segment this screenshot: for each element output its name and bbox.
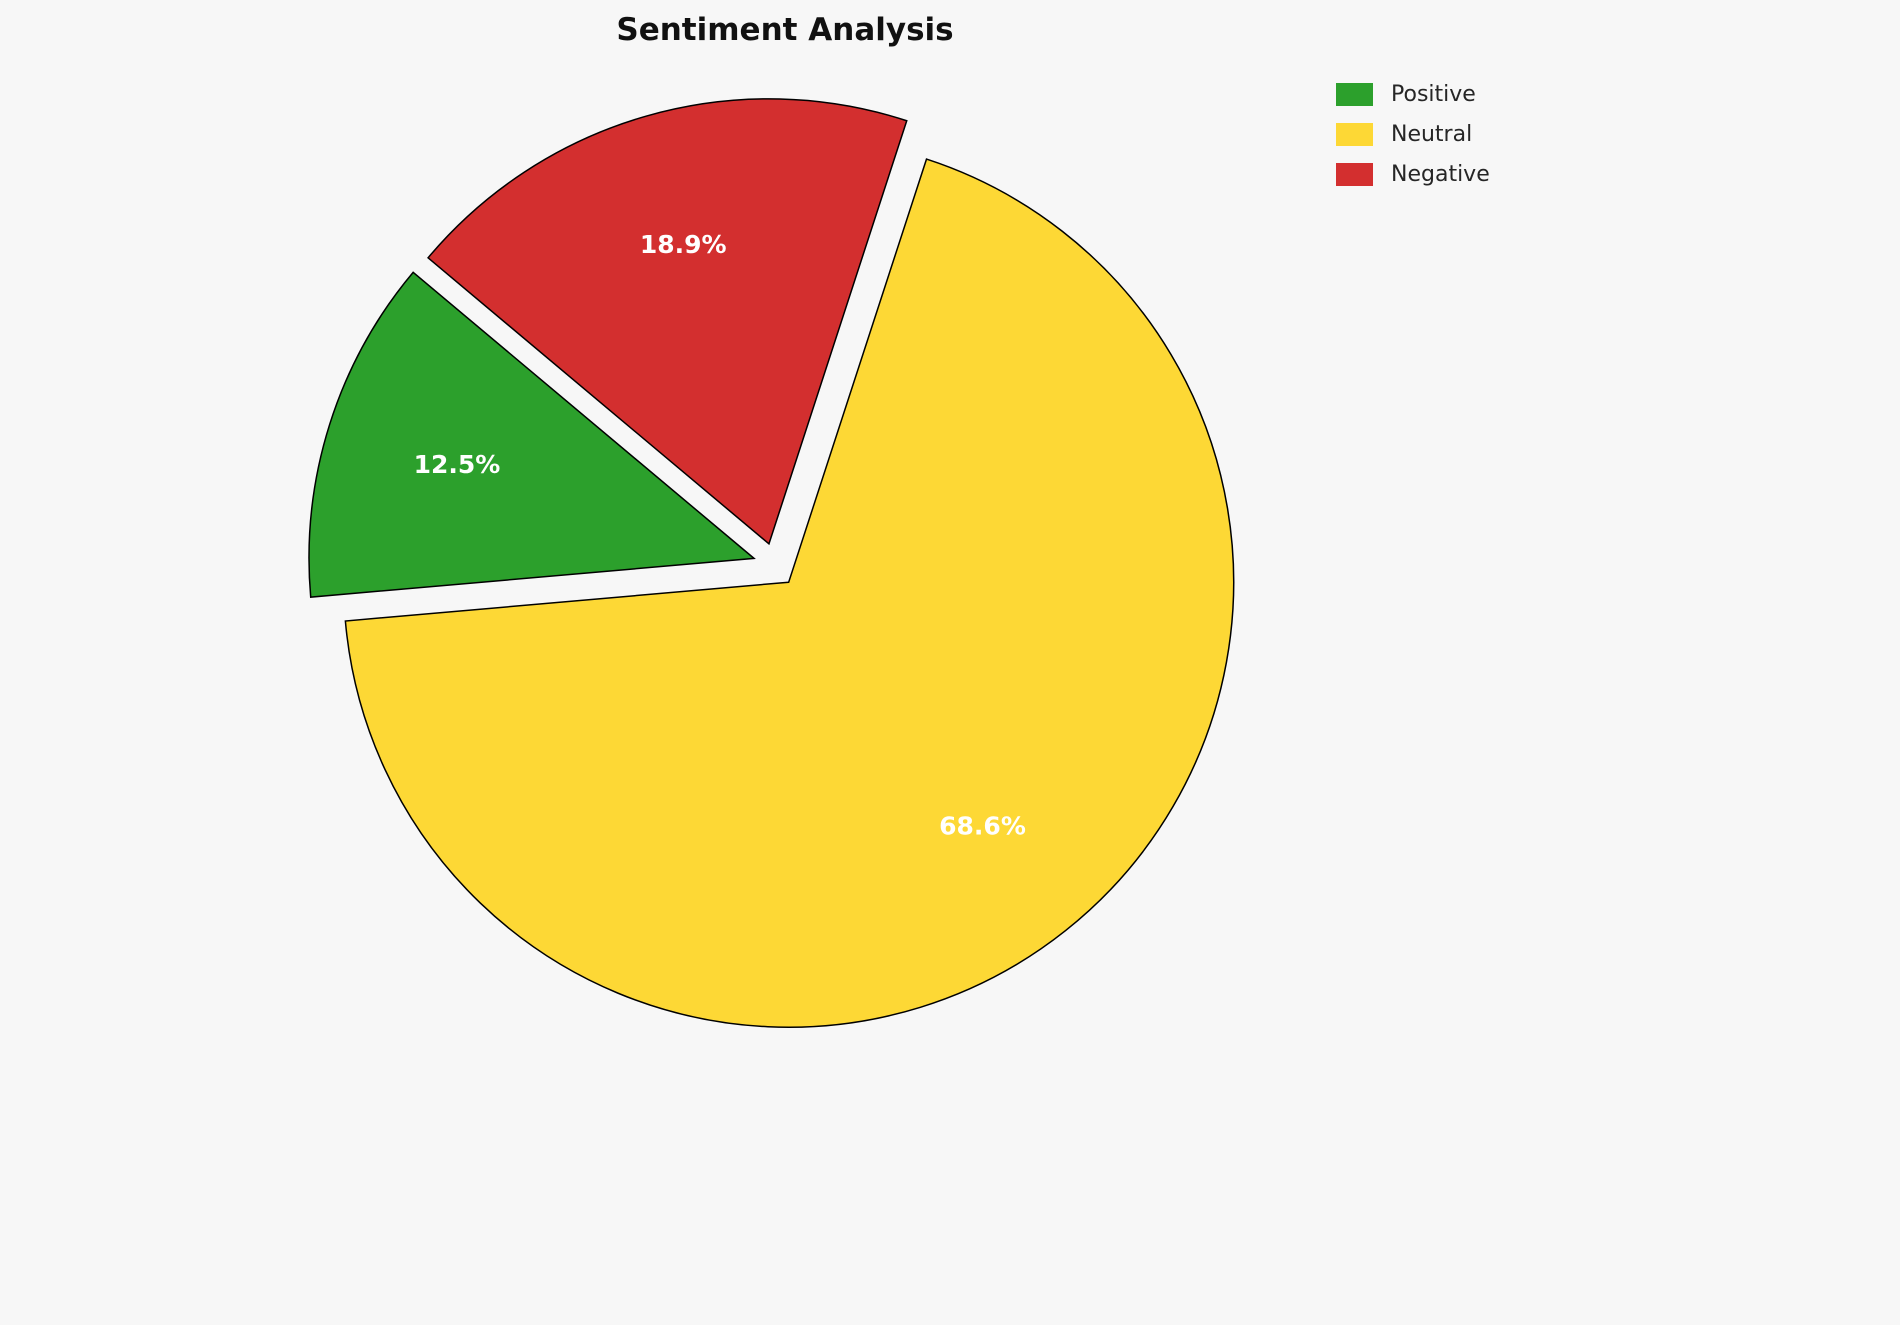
legend-swatch-negative bbox=[1336, 163, 1373, 186]
slice-label-positive: 12.5% bbox=[414, 450, 501, 479]
pie-slice-negative bbox=[426, 98, 908, 546]
legend: Positive Neutral Negative bbox=[1336, 82, 1490, 187]
slice-label-negative: 18.9% bbox=[640, 230, 727, 259]
chart-title: Sentiment Analysis bbox=[616, 12, 954, 48]
legend-label-neutral: Neutral bbox=[1391, 122, 1473, 147]
pie-slice-positive bbox=[308, 271, 756, 598]
legend-item-negative: Negative bbox=[1336, 162, 1490, 187]
legend-label-negative: Negative bbox=[1391, 162, 1490, 187]
legend-swatch-positive bbox=[1336, 83, 1373, 106]
legend-item-positive: Positive bbox=[1336, 82, 1490, 107]
slice-label-neutral: 68.6% bbox=[939, 812, 1026, 841]
legend-label-positive: Positive bbox=[1391, 82, 1476, 107]
legend-swatch-neutral bbox=[1336, 123, 1373, 146]
pie-slice-neutral bbox=[344, 158, 1235, 1028]
legend-item-neutral: Neutral bbox=[1336, 122, 1490, 147]
